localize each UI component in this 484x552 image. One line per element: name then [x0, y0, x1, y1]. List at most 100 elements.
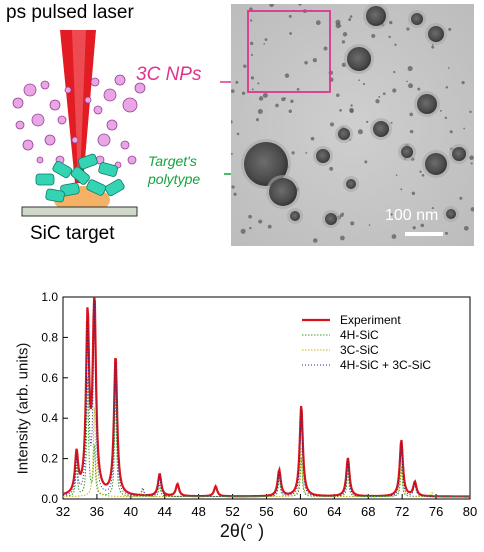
tem-small-particle [305, 152, 308, 154]
tem-small-particle [407, 66, 413, 72]
target-fragment [86, 179, 107, 196]
tem-small-particle [357, 129, 363, 135]
tem-small-particle [248, 214, 252, 219]
sic-target-slab [21, 206, 138, 217]
tem-large-particle [425, 153, 447, 175]
nanoparticle [44, 134, 56, 146]
tem-small-particle [339, 109, 342, 112]
tem-small-particle [335, 19, 341, 25]
laser-beam-core [72, 30, 86, 180]
tem-large-particle [316, 149, 330, 163]
tem-large-particle [347, 47, 371, 71]
tem-small-particle [262, 92, 268, 98]
tem-small-particle [257, 82, 260, 85]
legend-label: Experiment [340, 313, 401, 327]
nanoparticle [120, 140, 130, 150]
laser-ablation-schematic [12, 30, 146, 217]
nanoparticle [84, 96, 92, 104]
x-tick-label: 68 [361, 504, 375, 518]
tem-large-particle [373, 121, 389, 137]
tem-small-particle [439, 109, 442, 112]
tem-large-particle [401, 146, 413, 158]
tem-large-particle [269, 178, 297, 206]
tem-small-particle [364, 160, 368, 164]
tem-small-particle [459, 196, 463, 200]
tem-small-particle [341, 40, 346, 44]
polytype-label-line1: Target's [148, 153, 197, 169]
tem-small-particle [269, 4, 274, 8]
tem-small-particle [250, 19, 253, 22]
tem-small-particle [392, 88, 397, 93]
legend-label: 4H-SiC + 3C-SiC [340, 358, 431, 372]
x-tick-label: 40 [124, 504, 138, 518]
tem-small-particle [349, 15, 353, 18]
tem-small-particle [288, 109, 292, 113]
x-tick-label: 64 [327, 504, 341, 518]
x-tick-label: 76 [429, 504, 443, 518]
nanoparticle [23, 83, 37, 97]
tem-small-particle [348, 18, 352, 21]
tem-small-particle [350, 104, 353, 107]
tem-small-particle [231, 152, 233, 155]
tem-small-particle [419, 170, 422, 173]
nanoparticle [40, 80, 50, 90]
tem-small-particle [390, 213, 393, 216]
tem-small-particle [235, 80, 239, 84]
tem-particles [231, 4, 474, 243]
tem-small-particle [236, 132, 240, 136]
tem-small-particle [463, 225, 469, 231]
tem-small-particle [312, 57, 317, 63]
tem-small-particle [412, 226, 416, 230]
tem-small-particle [391, 234, 397, 239]
nanoparticle [12, 97, 24, 109]
x-tick-label: 72 [395, 504, 409, 518]
laser-label: ps pulsed laser [6, 2, 134, 23]
scale-bar-label: 100 nm [385, 207, 439, 224]
tem-small-particle [417, 87, 421, 91]
tem-large-particle [366, 6, 386, 26]
tem-small-particle [288, 14, 292, 18]
x-tick-label: 56 [259, 504, 273, 518]
x-tick-label: 80 [463, 504, 477, 518]
target-fragments [35, 153, 125, 203]
tem-small-particle [341, 212, 344, 215]
nanoparticle [103, 88, 117, 102]
tem-small-particle [329, 166, 334, 171]
nanoparticle [97, 133, 111, 147]
target-fragment [77, 153, 98, 170]
y-tick-label: 0.4 [41, 411, 58, 425]
tem-small-particle [258, 96, 264, 101]
nanoparticle [57, 115, 67, 125]
nanoparticle [49, 99, 61, 111]
x-axis-ticks: 32 36 40 44 48 52 56 60 64 68 72 76 80 [56, 494, 477, 518]
tem-small-particle [445, 231, 448, 235]
tem-small-particle [340, 235, 345, 241]
tem-small-particle [368, 224, 371, 226]
tem-small-particle [393, 70, 396, 74]
legend-label: 3C-SiC [340, 343, 379, 357]
tem-large-particle [446, 209, 456, 219]
x-tick-label: 36 [90, 504, 104, 518]
y-tick-label: 0.0 [41, 492, 58, 506]
y-tick-label: 0.2 [41, 452, 58, 466]
tem-small-particle [358, 79, 361, 82]
x-tick-label: 52 [225, 504, 239, 518]
tem-small-particle [304, 60, 308, 65]
nanoparticle [36, 156, 44, 164]
tem-small-particle [310, 136, 315, 141]
tem-small-particle [409, 112, 413, 117]
tem-small-particle [362, 82, 366, 86]
y-tick-label: 0.8 [41, 330, 58, 344]
tem-small-particle [267, 224, 272, 229]
tem-small-particle [233, 192, 237, 196]
polytype-label: Target's polytype [148, 152, 200, 188]
tem-small-particle [388, 35, 391, 39]
y-axis-ticks: 0.0 0.2 0.4 0.6 0.8 1.0 [41, 290, 68, 506]
target-fragment [70, 166, 90, 185]
tem-small-particle [378, 96, 381, 98]
tem-small-particle [371, 33, 376, 38]
series-line-4h-sic [62, 377, 470, 498]
tem-small-particle [249, 226, 252, 230]
nanoparticle [15, 120, 25, 130]
